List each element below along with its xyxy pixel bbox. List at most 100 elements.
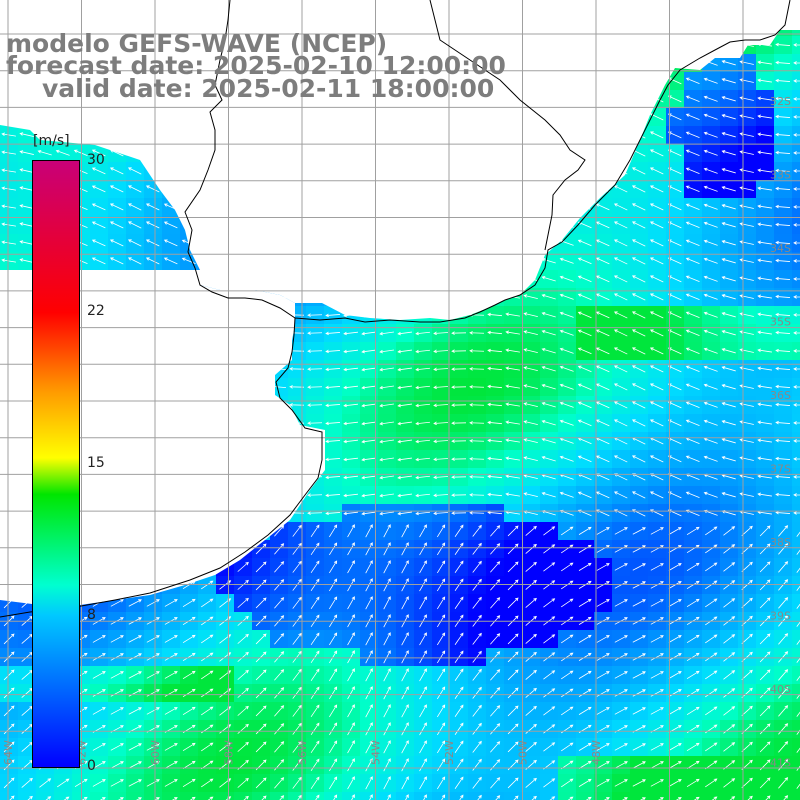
wind-arrow (415, 403, 431, 408)
wind-arrow (415, 493, 431, 498)
wind-cell (594, 792, 612, 800)
wind-arrow (686, 778, 700, 788)
wind-arrow (310, 704, 320, 718)
wind-arrow (487, 312, 503, 317)
wind-arrow (292, 722, 302, 735)
wind-arrow (146, 689, 160, 697)
wind-arrow (705, 544, 718, 554)
wind-arrow (433, 475, 449, 480)
wind-arrow (325, 511, 341, 516)
wind-arrow (578, 562, 592, 571)
wind-arrow (469, 439, 485, 443)
wind-arrow (243, 795, 249, 800)
wind-arrow (163, 257, 178, 265)
wind-arrow (110, 743, 124, 751)
wind-arrow (614, 671, 628, 679)
wind-arrow (383, 524, 391, 538)
wind-arrow (703, 77, 718, 84)
wind-cell (342, 792, 360, 800)
wind-arrow (419, 632, 427, 646)
wind-arrow (721, 168, 736, 174)
wind-arrow (164, 635, 178, 643)
wind-arrow (419, 542, 427, 556)
wind-arrow (560, 688, 574, 698)
wind-arrow (796, 549, 800, 555)
wind-arrow (577, 329, 592, 337)
wind-arrow (703, 131, 718, 138)
wind-arrow (110, 599, 124, 607)
wind-arrow (490, 561, 501, 573)
wind-arrow (459, 794, 464, 800)
wind-arrow (369, 794, 373, 800)
wind-arrow (775, 474, 791, 479)
wind-arrow (274, 633, 285, 645)
wind-cell (270, 792, 288, 800)
wind-arrow (436, 542, 446, 556)
wind-arrow (650, 743, 664, 751)
wind-arrow (596, 527, 610, 535)
wind-arrow (757, 96, 772, 101)
wind-arrow (436, 596, 446, 610)
wind-arrow (525, 525, 537, 536)
wind-arrow (759, 705, 771, 717)
wind-arrow (567, 796, 574, 800)
wind-arrow (361, 385, 376, 390)
wind-arrow (383, 704, 391, 718)
wind-arrow (361, 439, 376, 444)
wind-arrow (343, 367, 358, 372)
wind-arrow (433, 421, 449, 426)
wind-arrow (3, 723, 15, 735)
wind-cell (108, 792, 126, 800)
wind-arrow (739, 420, 754, 425)
wind-arrow (668, 545, 682, 553)
wind-cell (792, 738, 800, 756)
wind-arrow (649, 149, 664, 157)
wind-arrow (347, 560, 355, 574)
wind-arrow (490, 723, 501, 735)
wind-arrow (200, 688, 214, 698)
wind-arrow (778, 741, 789, 753)
wind-arrow (723, 652, 736, 662)
wind-arrow (505, 474, 520, 479)
wind-arrow (614, 707, 628, 715)
wind-arrow (796, 747, 800, 753)
wind-arrow (19, 222, 34, 227)
wind-arrow (383, 740, 391, 754)
wind-arrow (164, 599, 178, 607)
map-title-valid-date: valid date: 2025-02-11 18:00:00 (42, 74, 495, 103)
wind-arrow (136, 797, 142, 800)
wind-arrow (559, 257, 574, 264)
wind-arrow (685, 95, 700, 103)
wind-arrow (668, 671, 682, 679)
wind-cell (504, 792, 522, 800)
wind-arrow (632, 599, 646, 607)
wind-arrow (757, 240, 772, 245)
wind-arrow (325, 313, 341, 318)
wind-cell (792, 648, 800, 666)
wind-arrow (796, 603, 800, 609)
wind-cell (630, 792, 648, 800)
coastline-north (429, 0, 586, 251)
wind-arrow (92, 707, 106, 715)
wind-arrow (523, 312, 538, 317)
wind-arrow (451, 511, 467, 515)
wind-arrow (596, 671, 610, 679)
wind-arrow (182, 778, 196, 788)
wind-arrow (45, 796, 52, 800)
wind-arrow (613, 221, 628, 229)
wind-arrow (686, 562, 700, 572)
wind-arrow (703, 257, 718, 264)
wind-arrow (775, 96, 791, 101)
wind-arrow (128, 635, 142, 643)
wind-arrow (650, 707, 664, 715)
wind-arrow (578, 544, 592, 553)
wind-arrow (703, 185, 718, 192)
wind-arrow (27, 795, 33, 800)
wind-arrow (487, 492, 503, 497)
wind-arrow (451, 475, 467, 479)
wind-arrow (401, 632, 409, 646)
wind-arrow (685, 113, 700, 121)
wind-arrow (793, 133, 800, 137)
wind-cell (792, 792, 800, 800)
wind-arrow (757, 78, 772, 83)
